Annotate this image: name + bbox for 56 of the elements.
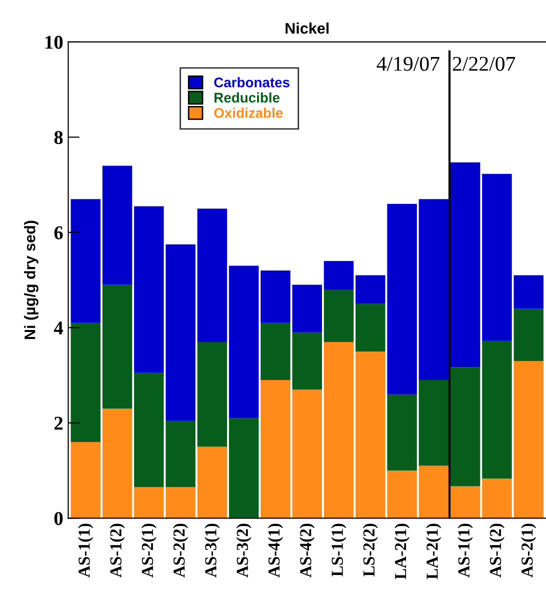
bar: [102, 284, 132, 409]
x-tick-label: AS-2(1): [141, 524, 156, 578]
bar: [70, 199, 101, 323]
bar: [228, 266, 259, 418]
y-tick-label: 6: [54, 226, 63, 240]
bar: [324, 260, 354, 290]
x-tick-label: AS-4(1): [268, 524, 284, 578]
bar: [292, 390, 322, 518]
bar: [70, 322, 101, 442]
y-tick-label: 0: [54, 512, 63, 526]
bar: [70, 442, 101, 518]
y-tick-label: 4: [54, 322, 64, 334]
bar: [292, 332, 322, 390]
legend-label: Reducible: [214, 92, 280, 103]
bar: [260, 270, 290, 323]
bar: [102, 408, 132, 518]
bar: [292, 284, 322, 332]
bar: [324, 290, 354, 342]
bar: [450, 486, 480, 518]
bar: [418, 380, 449, 466]
bar: [260, 322, 290, 380]
x-tick-label: AS-4(2): [300, 524, 315, 578]
x-tick-label: AS-1(1): [458, 524, 473, 578]
annotation: 4/19/07: [376, 56, 440, 71]
x-tick-label: AS-3(2): [236, 524, 252, 578]
bar: [260, 380, 290, 518]
x-tick-label: LS-1(1): [331, 524, 346, 576]
x-tick-label: AS-2(1): [521, 524, 536, 578]
y-tick-label: 10: [46, 36, 63, 49]
bar: [102, 166, 132, 285]
x-tick-label: AS-1(2): [110, 524, 125, 578]
x-tick-label: AS-3(1): [204, 524, 220, 578]
bar: [197, 208, 228, 342]
x-tick-label: AS-1(2): [489, 524, 505, 578]
annotation: 2/22/07: [452, 56, 516, 71]
bar: [228, 418, 259, 518]
bar: [356, 304, 386, 352]
bar: [418, 199, 449, 380]
x-tick-label: LA-2(1): [394, 524, 410, 580]
chart-title: Nickel: [286, 22, 329, 34]
bar: [450, 367, 480, 486]
y-tick-label: 2: [54, 416, 63, 430]
legend-label: Carbonates: [214, 77, 290, 88]
x-tick-label: AS-2(2): [173, 524, 188, 578]
bar: [324, 342, 354, 518]
y-axis-title: Ni (µg/g dry sed): [24, 220, 38, 340]
bar: [197, 342, 228, 447]
bar: [387, 394, 417, 471]
bar: [197, 446, 228, 518]
x-tick-label: LA-2(1): [426, 524, 442, 580]
y-tick-label: 8: [54, 130, 63, 144]
legend-label: Oxidizable: [214, 108, 283, 118]
bar: [450, 162, 480, 368]
bar: [418, 466, 449, 518]
x-tick-label: LS-2(2): [362, 524, 378, 576]
x-tick-label: AS-1(1): [78, 524, 94, 578]
